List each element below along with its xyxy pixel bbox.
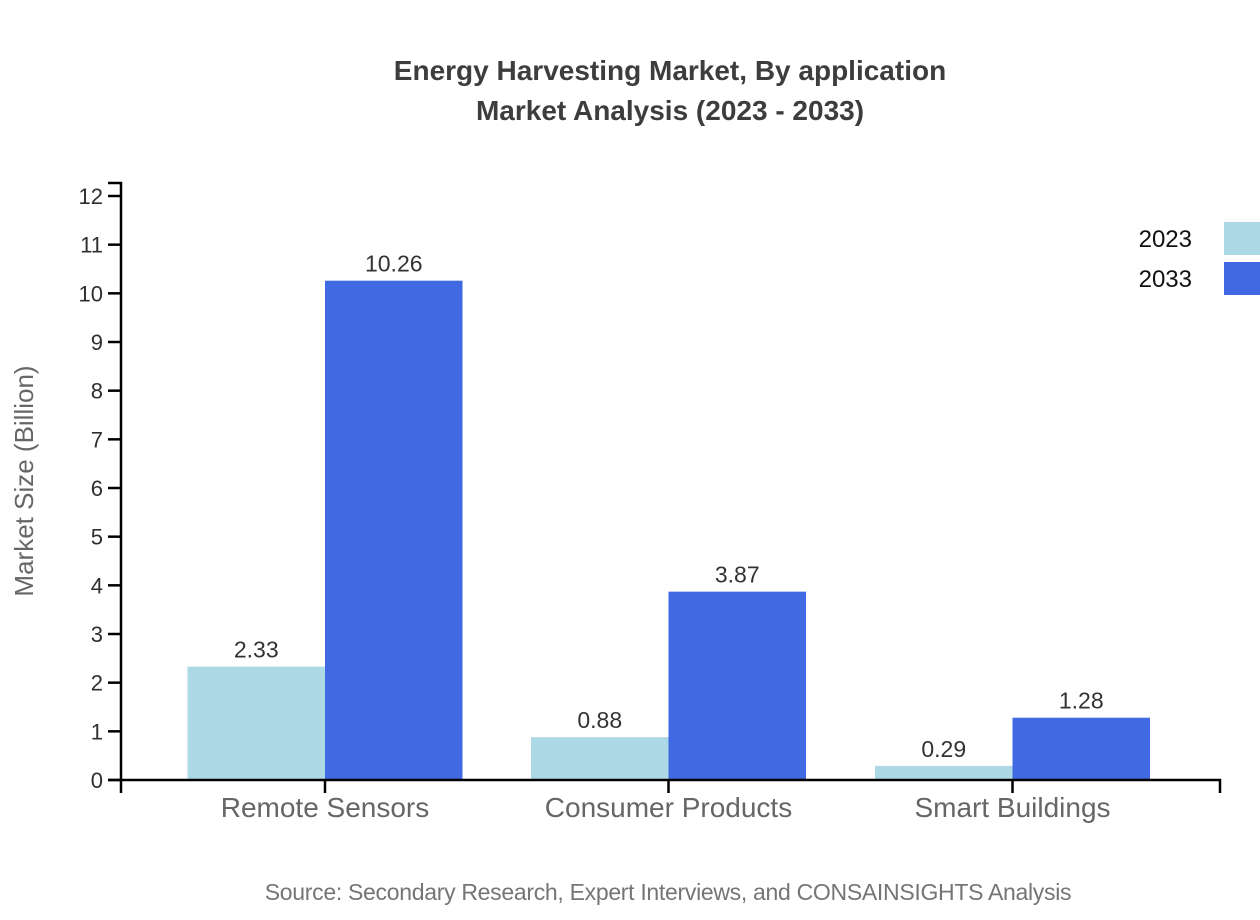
bars-group: 2.33 10.26 0.88 3.87 0.29 1.28 xyxy=(187,251,1150,780)
legend-swatch-2033 xyxy=(1224,262,1260,295)
bar-2033-smart-buildings xyxy=(1012,717,1150,780)
y-tick-label-10: 10 xyxy=(79,281,103,306)
y-tick-label-4: 4 xyxy=(91,573,103,598)
source-note: Source: Secondary Research, Expert Inter… xyxy=(265,879,1071,905)
y-tick-label-5: 5 xyxy=(91,525,103,550)
y-tick-label-11: 11 xyxy=(80,233,103,258)
y-tick-label-7: 7 xyxy=(91,427,103,452)
category-label-remote-sensors: Remote Sensors xyxy=(221,792,430,823)
bar-2033-remote-sensors xyxy=(325,280,463,780)
legend-label-2023: 2023 xyxy=(1139,226,1192,253)
y-tick-label-6: 6 xyxy=(91,476,103,501)
value-label-2023-remote-sensors: 2.33 xyxy=(234,637,279,663)
category-label-consumer-products: Consumer Products xyxy=(545,792,792,823)
x-axis: Remote Sensors Consumer Products Smart Bui… xyxy=(119,778,1222,823)
chart-title-line-1: Energy Harvesting Market, By application xyxy=(394,55,946,86)
value-label-2033-consumer-products: 3.87 xyxy=(715,562,760,588)
y-tick-label-0: 0 xyxy=(91,768,103,793)
y-tick-label-3: 3 xyxy=(91,622,103,647)
y-axis-title: Market Size (Billion) xyxy=(9,365,39,596)
bar-2023-smart-buildings xyxy=(875,765,1013,780)
value-label-2033-remote-sensors: 10.26 xyxy=(365,251,423,277)
y-tick-label-9: 9 xyxy=(91,330,103,355)
legend-swatch-2023 xyxy=(1224,222,1260,255)
x-axis-line xyxy=(119,778,1222,793)
bar-2023-remote-sensors xyxy=(187,666,325,780)
legend-label-2033: 2033 xyxy=(1139,266,1192,293)
y-tick-label-2: 2 xyxy=(91,671,103,696)
y-tick-label-1: 1 xyxy=(91,719,103,744)
value-label-2023-consumer-products: 0.88 xyxy=(577,707,622,733)
legend: 2023 2033 xyxy=(1139,222,1260,295)
bar-2033-consumer-products xyxy=(668,591,806,780)
y-tick-label-8: 8 xyxy=(91,379,103,404)
value-label-2023-smart-buildings: 0.29 xyxy=(921,736,966,762)
value-label-2033-smart-buildings: 1.28 xyxy=(1059,688,1104,714)
y-axis-line xyxy=(108,181,123,782)
bar-2023-consumer-products xyxy=(531,737,669,780)
y-tick-label-12: 12 xyxy=(79,184,103,209)
category-label-smart-buildings: Smart Buildings xyxy=(914,792,1110,823)
chart-title-line-2: Market Analysis (2023 - 2033) xyxy=(476,95,864,126)
